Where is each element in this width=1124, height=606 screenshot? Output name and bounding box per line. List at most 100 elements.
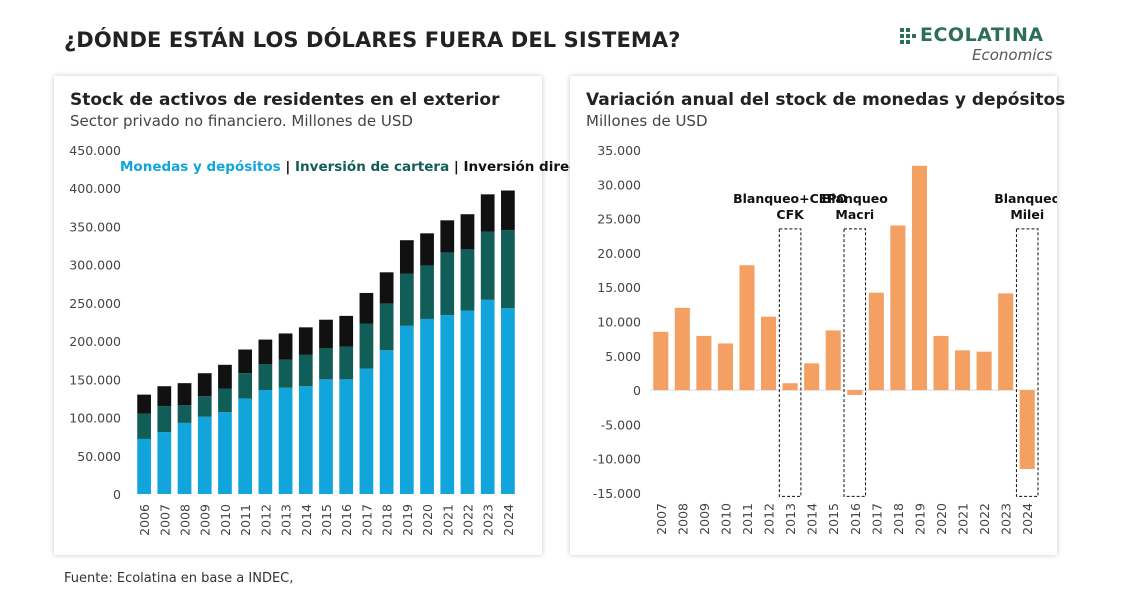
legend-cartera: Inversión de cartera <box>295 159 450 175</box>
variation-chart-title: Variación anual del stock de monedas y d… <box>586 90 1066 110</box>
stock-bar-monedas <box>399 325 414 494</box>
stock-bar-directa <box>339 315 354 347</box>
stock-xtick-label: 2010 <box>218 504 233 536</box>
stock-ytick-label: 0 <box>113 487 121 502</box>
variation-bar <box>761 316 777 391</box>
stock-xtick-label: 2006 <box>137 504 152 536</box>
stock-bar-cartera <box>319 347 333 380</box>
stock-xtick-label: 2012 <box>258 504 273 536</box>
stock-xtick-label: 2013 <box>279 504 294 536</box>
source-note: Fuente: Ecolatina en base a INDEC, <box>64 571 294 586</box>
annotation-label: Milei <box>1010 207 1044 222</box>
stock-bar-monedas <box>137 438 151 494</box>
stock-chart-plot: 0 50.000 100.000 150.000 200.000 250.000 300.0… <box>69 143 516 536</box>
stock-ytick-label: 450.000 <box>69 143 121 158</box>
stock-bar-cartera <box>197 396 212 417</box>
stock-bar-directa <box>218 364 232 389</box>
stock-bar-directa <box>157 386 172 407</box>
stock-bar-cartera <box>218 388 232 413</box>
stock-ytick-label: 200.000 <box>69 334 121 349</box>
stock-xtick-label: 2009 <box>198 504 213 536</box>
variation-bar <box>998 293 1014 391</box>
stock-bar-cartera <box>359 323 374 369</box>
variation-ytick-label: 5.000 <box>605 349 641 364</box>
variation-ytick-label: -5.000 <box>601 417 641 432</box>
variation-xtick-label: 2017 <box>869 503 884 535</box>
stock-ytick-label: 400.000 <box>69 181 121 196</box>
variation-xtick-label: 2015 <box>826 503 841 535</box>
annotation-box <box>778 228 802 497</box>
stock-bar-monedas <box>177 422 192 494</box>
stock-bar-cartera <box>157 406 172 433</box>
stock-bar-monedas <box>319 379 333 494</box>
variation-xtick-label: 2012 <box>762 503 777 535</box>
stock-xtick-label: 2020 <box>420 504 435 536</box>
logo-subtitle: Economics <box>972 46 1053 64</box>
variation-xtick-label: 2019 <box>912 503 927 535</box>
variation-bar <box>847 390 863 395</box>
variation-xtick-label: 2010 <box>718 503 733 535</box>
variation-bar <box>955 350 971 391</box>
stock-bar-monedas <box>420 318 434 494</box>
stock-bar-cartera <box>379 303 394 351</box>
stock-bar-directa <box>420 233 434 266</box>
stock-bar-cartera <box>399 273 414 326</box>
stock-ytick-label: 250.000 <box>69 296 121 311</box>
stock-xtick-label: 2022 <box>460 504 475 536</box>
stock-xtick-label: 2019 <box>400 504 415 536</box>
stock-chart-title: Stock de activos de residentes en el ext… <box>70 90 500 110</box>
stock-bar-cartera <box>258 364 273 391</box>
annotation-label: Macri <box>835 207 874 222</box>
stock-bar-monedas <box>359 368 374 494</box>
variation-bar <box>782 383 798 391</box>
variation-xtick-label: 2007 <box>654 503 669 535</box>
variation-bar <box>868 292 884 391</box>
stock-xtick-label: 2023 <box>481 504 496 536</box>
stock-bar-cartera <box>339 346 354 380</box>
stock-bar-directa <box>278 333 293 360</box>
page-title: ¿DÓNDE ESTÁN LOS DÓLARES FUERA DEL SISTE… <box>64 28 681 52</box>
stock-bar-monedas <box>379 350 394 494</box>
stock-bar-directa <box>379 272 394 304</box>
variation-xtick-label: 2018 <box>891 503 906 535</box>
annotation-label: Blanqueo <box>994 191 1057 206</box>
stock-bar-directa <box>238 349 253 374</box>
stock-chart-card: Stock de activos de residentes en el ext… <box>54 76 593 555</box>
variation-chart-plot: -15.000 -10.000 -5.000 0 5.000 10.000 15.000 20… <box>593 143 1057 535</box>
stock-bar-cartera <box>420 265 434 319</box>
logo-grid-icon <box>900 28 916 44</box>
stock-chart-subtitle: Sector privado no financiero. Millones d… <box>70 112 413 130</box>
variation-xtick-label: 2023 <box>999 503 1014 535</box>
variation-bar <box>1019 390 1035 469</box>
stock-bar-cartera <box>177 405 192 423</box>
stock-bar-directa <box>440 220 455 253</box>
stock-bar-monedas <box>480 299 495 494</box>
variation-xtick-label: 2011 <box>740 503 755 535</box>
annotation-label: CFK <box>776 207 805 222</box>
stock-xtick-label: 2007 <box>157 504 172 536</box>
variation-xtick-label: 2024 <box>1020 503 1035 535</box>
stock-xtick-label: 2021 <box>440 504 455 536</box>
stock-bar-cartera <box>278 359 293 388</box>
legend-separator-1: | <box>280 159 296 175</box>
stock-bar-monedas <box>157 432 172 494</box>
variation-chart-subtitle: Millones de USD <box>586 112 708 130</box>
legend-separator-2: | <box>449 159 464 175</box>
stock-ytick-label: 100.000 <box>69 411 121 426</box>
stock-bar-directa <box>137 394 151 414</box>
annotation-label: Blanqueo+CEPO <box>733 191 847 206</box>
variation-bar <box>911 165 927 391</box>
stock-bar-directa <box>359 292 374 324</box>
variation-ytick-label: 25.000 <box>597 212 641 227</box>
stock-bar-directa <box>480 194 495 232</box>
stock-bar-cartera <box>501 230 515 309</box>
stock-xtick-label: 2018 <box>380 504 395 536</box>
stock-bar-monedas <box>278 387 293 494</box>
stock-bar-directa <box>298 327 313 355</box>
variation-bar <box>674 307 690 391</box>
variation-ytick-label: -10.000 <box>593 452 641 467</box>
stock-bar-monedas <box>218 412 232 494</box>
stock-ytick-label: 50.000 <box>77 449 121 464</box>
stock-bar-cartera <box>440 252 455 316</box>
stock-bar-cartera <box>238 373 253 399</box>
